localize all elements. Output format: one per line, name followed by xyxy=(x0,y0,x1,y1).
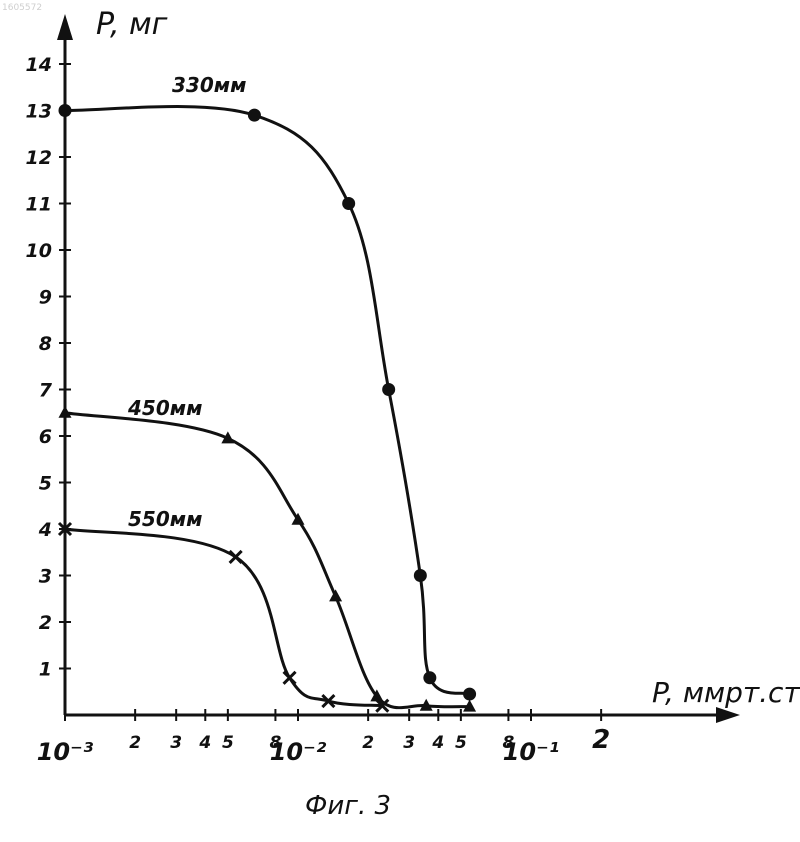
data-point-triangle xyxy=(59,406,72,418)
x-tick-label: 5 xyxy=(455,733,467,753)
x-axis-arrow xyxy=(716,707,740,723)
y-tick-label: 7 xyxy=(39,380,53,402)
x-tick-label: 4 xyxy=(431,733,444,753)
series-label: 550мм xyxy=(128,507,202,531)
data-point-circle xyxy=(248,109,261,122)
data-point-circle xyxy=(382,383,395,396)
series-line xyxy=(65,413,470,708)
data-point-triangle xyxy=(329,589,342,601)
y-tick-label: 1 xyxy=(39,659,52,681)
x-tick-label: 4 xyxy=(198,733,211,753)
y-axis-arrow xyxy=(57,14,73,40)
data-point-circle xyxy=(463,688,476,701)
x-tick-label: 3 xyxy=(170,733,182,753)
y-tick-label: 14 xyxy=(26,54,52,76)
data-point-cross xyxy=(230,551,242,563)
y-tick-label: 11 xyxy=(26,194,52,216)
x-axis-ticks: 10⁻³2345810⁻²2345810⁻¹2 xyxy=(37,709,610,766)
x-tick-label: 2 xyxy=(129,733,141,753)
x-tick-label: 10⁻³ xyxy=(37,738,94,766)
series-label: 330мм xyxy=(172,73,246,97)
data-point-circle xyxy=(414,569,427,582)
y-tick-label: 6 xyxy=(39,426,52,448)
series-label: 450мм xyxy=(127,396,202,420)
y-tick-label: 12 xyxy=(26,147,52,169)
y-tick-label: 8 xyxy=(39,333,52,355)
x-tick-label: 5 xyxy=(222,733,234,753)
axes xyxy=(57,14,740,723)
x-axis-label: P, ммрт.ст xyxy=(652,676,800,709)
series-layer: 330мм 450мм 550мм xyxy=(59,73,477,712)
y-tick-label: 4 xyxy=(38,519,52,541)
series-triangle: 450мм xyxy=(59,396,477,712)
y-tick-label: 10 xyxy=(26,240,52,262)
x-tick-label: 10⁻¹ xyxy=(503,738,560,766)
y-axis-label: P, мг xyxy=(96,7,168,42)
series-cross: 550мм xyxy=(59,507,388,712)
y-tick-label: 5 xyxy=(39,473,52,495)
data-point-circle xyxy=(59,104,72,117)
data-point-circle xyxy=(423,671,436,684)
figure-caption: Фиг. 3 xyxy=(305,791,391,821)
y-tick-label: 13 xyxy=(26,101,52,123)
x-tick-label: 10⁻² xyxy=(270,738,327,766)
y-tick-label: 9 xyxy=(39,287,52,309)
y-tick-label: 3 xyxy=(39,566,52,588)
series-line xyxy=(65,529,382,706)
x-tick-label: 2 xyxy=(592,725,610,755)
x-tick-label: 3 xyxy=(403,733,415,753)
watermark-text: 1605572 xyxy=(2,3,42,13)
y-tick-label: 2 xyxy=(39,612,52,634)
data-point-cross xyxy=(284,672,296,684)
x-tick-label: 2 xyxy=(362,733,374,753)
data-point-circle xyxy=(342,197,355,210)
